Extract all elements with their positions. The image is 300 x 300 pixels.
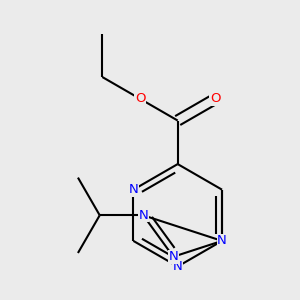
Text: O: O: [210, 92, 220, 105]
Text: O: O: [135, 92, 145, 105]
Text: N: N: [138, 209, 148, 222]
Text: N: N: [217, 234, 227, 248]
Text: N: N: [128, 183, 138, 196]
Text: N: N: [173, 260, 183, 273]
Text: N: N: [169, 250, 178, 263]
